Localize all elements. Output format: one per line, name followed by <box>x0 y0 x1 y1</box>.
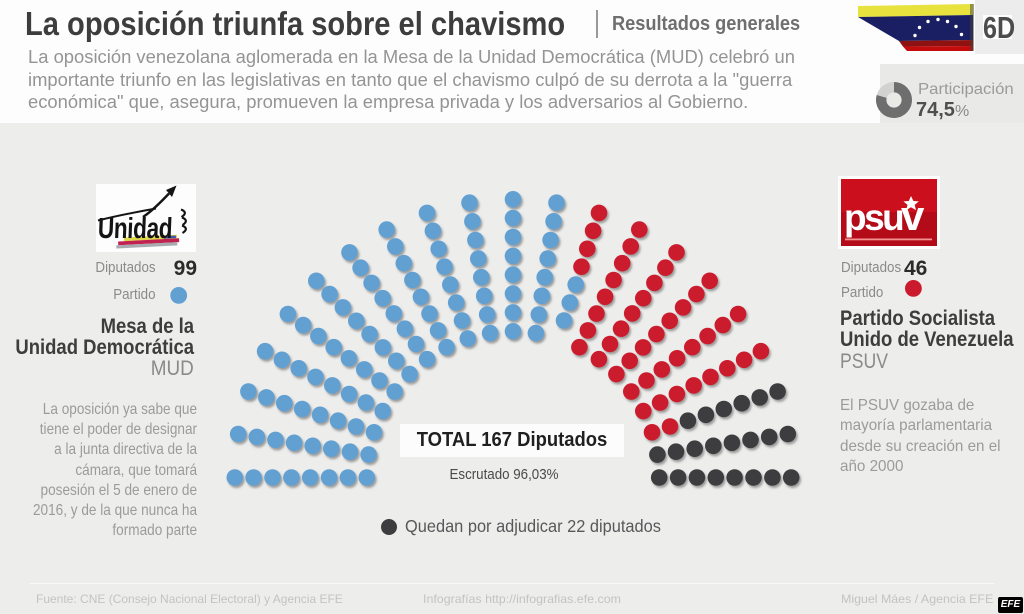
svg-text:v: v <box>901 192 925 239</box>
svg-text:psu: psu <box>844 197 903 238</box>
svg-text:Unidad: Unidad <box>97 211 173 244</box>
